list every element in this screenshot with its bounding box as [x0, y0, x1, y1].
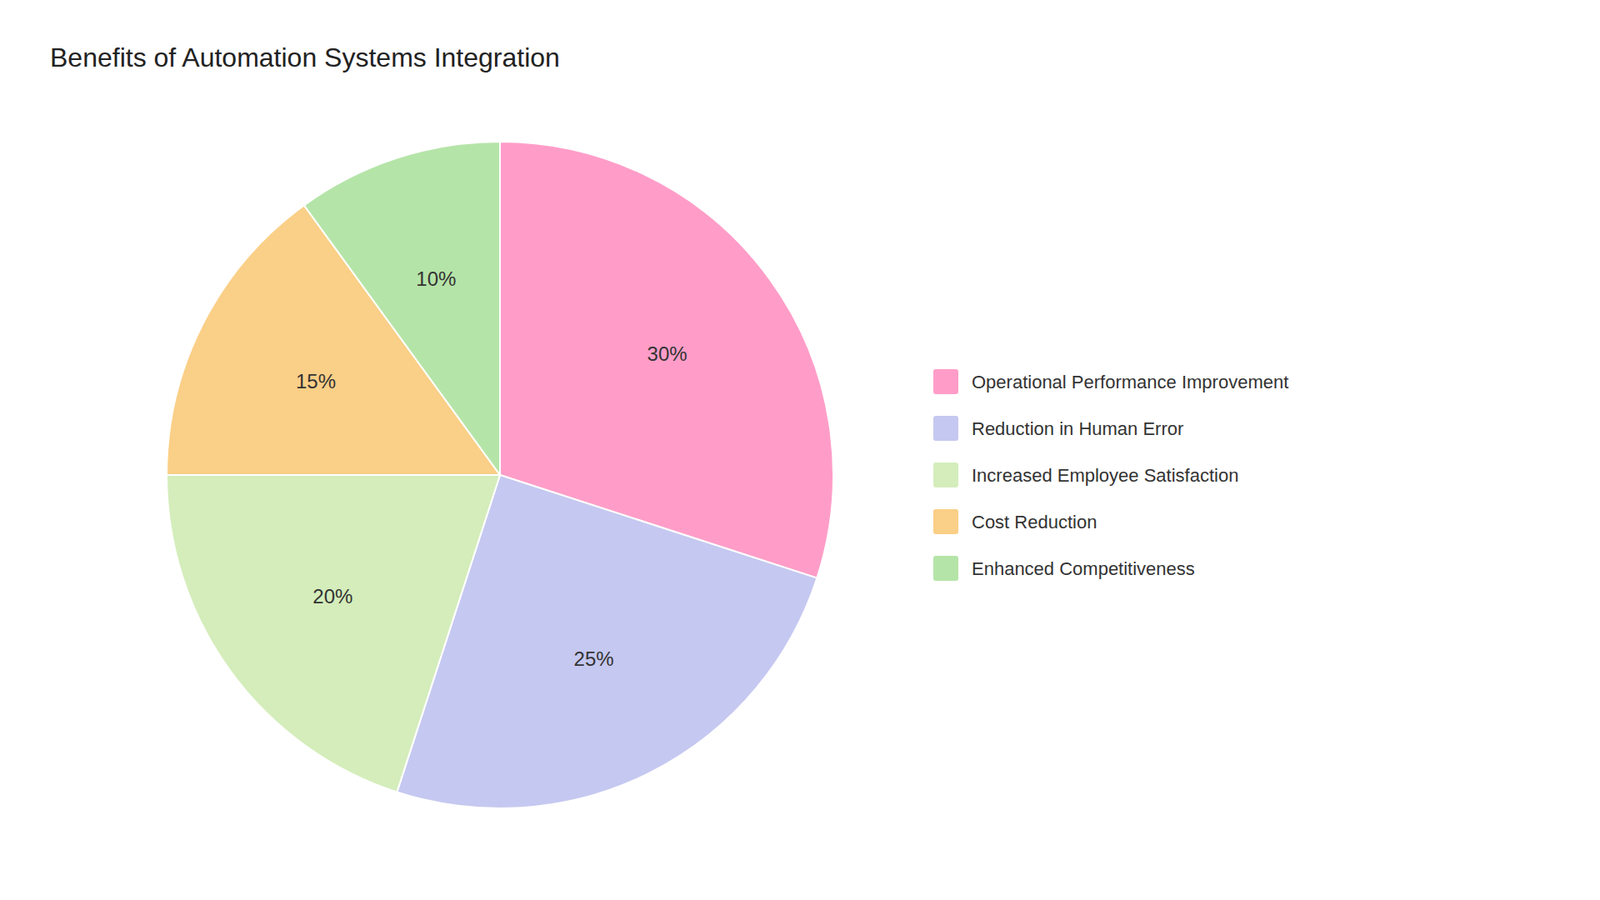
legend-swatch	[933, 415, 959, 441]
data-label: 20%	[312, 585, 353, 608]
legend: Operational Performance Improvement Reduc…	[933, 369, 1289, 581]
legend-label: Cost Reduction	[971, 511, 1097, 533]
pie-slices	[166, 141, 834, 809]
chart-title: Benefits of Automation Systems Integrati…	[50, 42, 560, 73]
legend-label: Operational Performance Improvement	[971, 371, 1289, 393]
chart-svg: Benefits of Automation Systems Integrati…	[0, 0, 1600, 900]
data-label: 15%	[295, 370, 336, 393]
data-label: 25%	[574, 647, 615, 670]
legend-label: Enhanced Competitiveness	[971, 558, 1195, 580]
pie-slice	[166, 475, 500, 792]
pie-labels: 30% 25% 20% 15% 10%	[295, 267, 688, 671]
chart-container: Benefits of Automation Systems Integrati…	[0, 0, 1600, 900]
pie-slice	[304, 141, 500, 475]
legend-label: Increased Employee Satisfaction	[971, 465, 1239, 486]
background	[0, 0, 1600, 900]
legend-swatch	[933, 555, 959, 581]
legend-swatch	[933, 369, 959, 395]
data-label: 10%	[415, 267, 456, 290]
legend-label: Reduction in Human Error	[971, 418, 1184, 440]
legend-swatch	[933, 462, 959, 488]
data-label: 30%	[647, 342, 688, 365]
legend-swatch	[933, 509, 959, 535]
